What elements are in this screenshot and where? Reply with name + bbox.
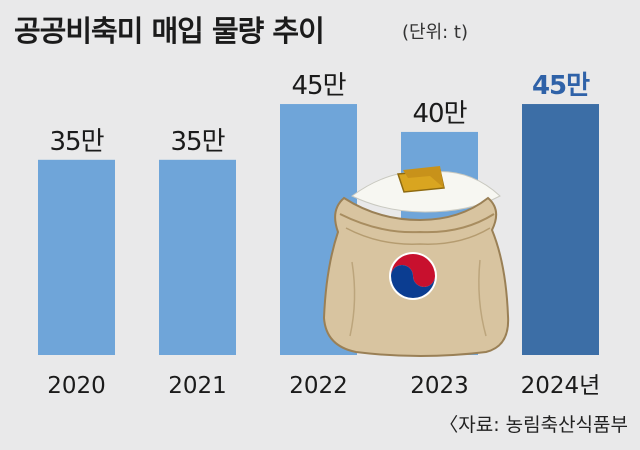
bar-2020 xyxy=(38,159,115,355)
category-label-2022: 2022 xyxy=(289,373,348,399)
data-label-2023: 40만 xyxy=(412,99,466,129)
data-labels-group: 35만 35만 45만 40만 45만 xyxy=(49,71,591,157)
bar-2024년 xyxy=(522,104,599,356)
rice-sack-icon xyxy=(322,166,510,357)
unit-label: (단위: t) xyxy=(402,22,469,43)
bars-group xyxy=(38,104,599,356)
source-note: 〈자료: 농림축산식품부 xyxy=(439,414,628,436)
data-label-2024년: 45만 xyxy=(532,71,590,101)
category-labels-group: 2020 2021 2022 2023 2024년 xyxy=(47,373,600,399)
chart-title: 공공비축미 매입 물량 추이 xyxy=(14,14,325,48)
data-label-2020: 35만 xyxy=(49,127,103,157)
data-label-2021: 35만 xyxy=(170,127,224,157)
category-label-2024년: 2024년 xyxy=(521,373,601,399)
category-label-2021: 2021 xyxy=(168,373,227,399)
category-label-2023: 2023 xyxy=(410,373,469,399)
data-label-2022: 45만 xyxy=(291,71,345,101)
category-label-2020: 2020 xyxy=(47,373,106,399)
bar-2021 xyxy=(159,159,236,355)
